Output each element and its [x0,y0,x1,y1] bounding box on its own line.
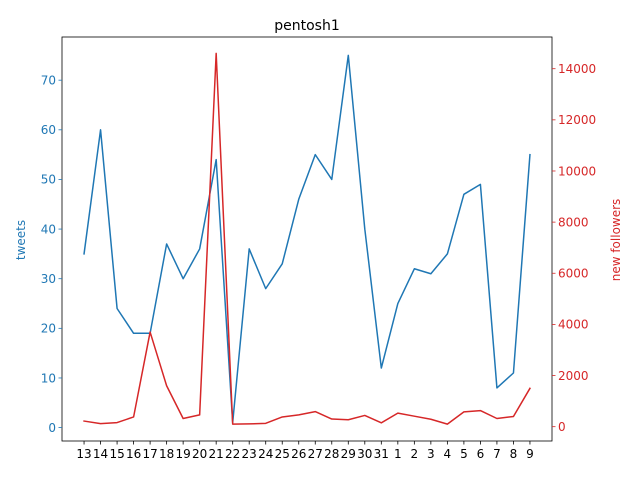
y-right-tick-label: 0 [558,420,566,434]
y-right-tick-label: 10000 [558,164,596,178]
y-right-tick-label: 6000 [558,267,589,281]
y-right-tick-label: 14000 [558,62,596,76]
chart-title: pentosh1 [274,18,340,34]
x-tick-label: 20 [192,447,207,461]
x-tick-label: 8 [510,447,518,461]
x-tick-label: 17 [142,447,157,461]
series-line-tweets [83,54,531,424]
x-tick-label: 30 [357,447,372,461]
y-right-tick-label: 2000 [558,369,589,383]
x-tick-label: 27 [308,447,323,461]
x-tick-label: 19 [175,447,190,461]
x-tick-label: 24 [258,447,273,461]
plot-area: 13 14 15 16 17 18 19 20 21 22 23 24 25 26 27 28 29 30 31 1 2… [41,36,596,461]
x-tick-label: 7 [493,447,501,461]
x-tick-label: 18 [159,447,174,461]
y-axis-right-label: new followers [609,199,623,282]
y-left-tick-label: 60 [41,123,56,137]
x-tick-label: 2 [411,447,419,461]
axes-frame [61,36,553,442]
x-tick-label: 1 [394,447,402,461]
y-left-tick-label: 0 [48,421,56,435]
y-axis-left-label: tweets [14,220,28,260]
x-tick-label: 14 [93,447,108,461]
y-right-tick-label: 8000 [558,215,589,229]
y-left-tick-label: 20 [41,322,56,336]
x-tick-label: 26 [291,447,306,461]
x-tick-label: 15 [109,447,124,461]
y-left-tick-label: 40 [41,222,56,236]
x-tick-label: 21 [209,447,224,461]
x-tick-label: 9 [526,447,534,461]
x-tick-label: 29 [341,447,356,461]
y-right-tick-label: 12000 [558,113,596,127]
y-left-tick-label: 30 [41,272,56,286]
y-left-tick-label: 70 [41,73,56,87]
x-tick-label: 25 [275,447,290,461]
x-tick-label: 4 [444,447,452,461]
x-tick-label: 16 [126,447,141,461]
x-tick-label: 22 [225,447,240,461]
x-tick-label: 3 [427,447,435,461]
y-right-tick-label: 4000 [558,318,589,332]
x-tick-label: 5 [460,447,468,461]
y-left-tick-label: 10 [41,371,56,385]
x-tick-label: 13 [76,447,91,461]
series-line-new-followers [83,52,531,425]
x-tick-label: 23 [242,447,257,461]
x-tick-label: 31 [374,447,389,461]
x-tick-label: 28 [324,447,339,461]
y-left-tick-label: 50 [41,173,56,187]
x-tick-label: 6 [477,447,485,461]
